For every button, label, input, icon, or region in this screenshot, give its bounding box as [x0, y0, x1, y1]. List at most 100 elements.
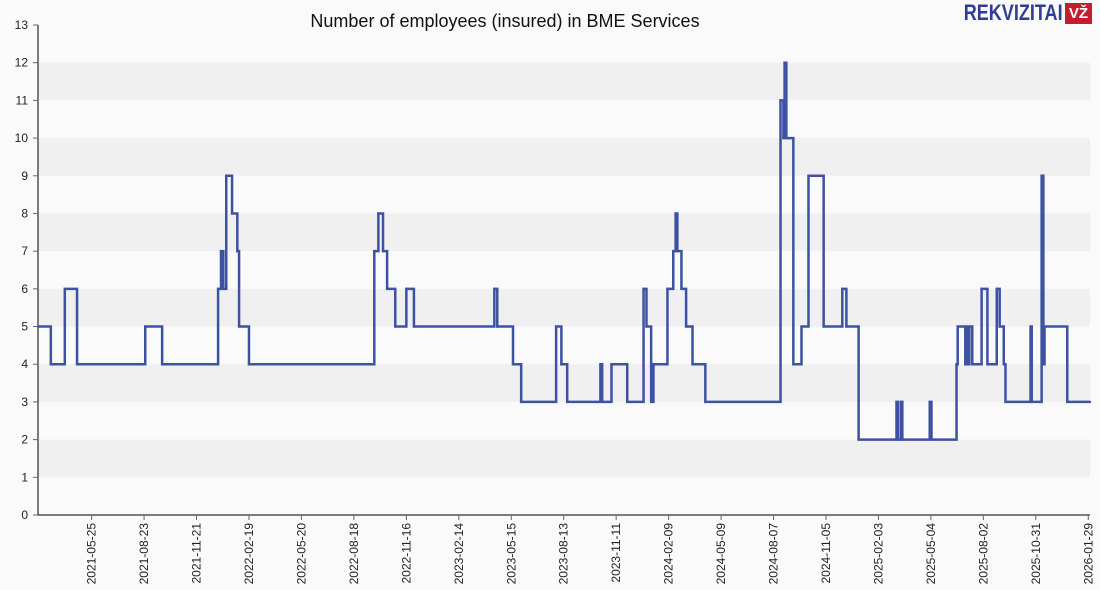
x-tick-label: 2025-08-02	[976, 523, 990, 585]
data-point	[377, 212, 380, 215]
x-tick-label: 2025-02-03	[871, 523, 885, 585]
y-tick-label: 6	[21, 282, 28, 296]
x-tick-label: 2026-01-29	[1081, 523, 1095, 585]
data-point	[394, 325, 397, 328]
x-tick-label: 2025-05-04	[924, 523, 938, 585]
y-tick-label: 10	[15, 131, 29, 145]
data-point	[560, 363, 563, 366]
x-tick-label: 2021-11-21	[190, 523, 204, 584]
data-point	[247, 363, 251, 366]
data-point	[967, 363, 970, 366]
x-tick-label: 2021-05-25	[85, 523, 99, 585]
logo-badge: VŽ	[1064, 2, 1092, 24]
plot-area	[38, 25, 1090, 515]
data-point	[684, 325, 688, 328]
data-point	[897, 438, 900, 441]
band	[38, 213, 1090, 252]
background-bands	[38, 25, 1090, 515]
data-point	[676, 249, 679, 253]
x-tick-label: 2022-08-18	[347, 523, 361, 585]
data-point	[901, 438, 904, 441]
data-point	[652, 363, 655, 366]
data-points	[36, 61, 1092, 441]
y-tick-label: 8	[21, 206, 28, 220]
data-point	[1088, 400, 1092, 404]
y-tick-label: 1	[21, 470, 28, 484]
logo[interactable]: REKVIZITAI VŽ	[942, 0, 1092, 26]
y-tick-label: 13	[15, 18, 29, 32]
x-tick-label: 2025-10-31	[1029, 523, 1043, 585]
data-point	[626, 400, 629, 404]
data-point	[160, 363, 164, 366]
data-point	[599, 363, 602, 366]
band	[38, 288, 1090, 327]
data-point	[966, 325, 969, 328]
x-tick-label: 2024-11-05	[819, 523, 833, 584]
data-point	[412, 325, 416, 328]
data-point	[144, 325, 147, 328]
x-tick-label: 2024-05-09	[714, 523, 728, 585]
data-point	[511, 363, 515, 366]
data-point	[554, 325, 558, 328]
y-tick-label: 9	[21, 169, 28, 183]
data-point	[216, 287, 220, 291]
data-point	[1030, 400, 1033, 404]
data-point	[225, 174, 228, 177]
data-point	[496, 325, 499, 328]
data-point	[385, 287, 389, 291]
logo-text: REKVIZITAI	[963, 0, 1063, 25]
x-axis: 2021-05-25 2021-08-23 2021-11-21 2022-02-19…	[38, 514, 1095, 585]
data-point	[792, 363, 795, 366]
x-tick-label: 2024-08-07	[767, 523, 781, 585]
data-point	[956, 325, 959, 328]
data-point	[968, 325, 971, 328]
y-tick-label: 4	[21, 357, 28, 371]
data-point	[75, 363, 79, 366]
data-point	[980, 287, 983, 291]
data-point	[895, 400, 898, 404]
data-point	[986, 363, 989, 366]
data-point	[955, 363, 958, 366]
x-tick-label: 2024-02-09	[662, 523, 676, 585]
chart-title: Number of employees (insured) in BME Ser…	[310, 11, 700, 31]
data-point	[610, 363, 613, 366]
data-point	[649, 400, 653, 404]
y-tick-label: 11	[16, 93, 29, 107]
data-point	[841, 287, 844, 291]
data-point	[779, 99, 782, 102]
data-point	[930, 438, 933, 441]
data-point	[63, 287, 67, 291]
y-tick-label: 12	[15, 56, 29, 70]
data-point	[782, 136, 785, 140]
data-point	[373, 249, 376, 253]
data-point	[230, 212, 234, 215]
data-point	[666, 287, 669, 291]
x-tick-label: 2023-02-14	[452, 523, 466, 585]
y-tick-label: 3	[21, 395, 28, 409]
band	[38, 364, 1090, 402]
band	[38, 138, 1090, 176]
data-point	[845, 325, 848, 328]
x-tick-label: 2023-05-15	[504, 523, 518, 585]
y-tick-label: 7	[21, 244, 28, 258]
data-point	[236, 249, 239, 253]
x-tick-label: 2022-11-16	[399, 523, 413, 584]
data-point	[566, 400, 569, 404]
data-point	[857, 438, 860, 441]
data-point	[1066, 400, 1069, 404]
data-point	[807, 174, 810, 177]
data-point	[1042, 363, 1045, 366]
data-point	[674, 212, 677, 215]
band	[38, 62, 1090, 101]
y-tick-label: 0	[21, 508, 28, 522]
data-point	[49, 363, 53, 366]
series-line	[38, 61, 1090, 441]
data-point	[704, 400, 707, 404]
data-point	[899, 400, 903, 404]
data-point	[680, 287, 683, 291]
data-point	[691, 363, 694, 366]
x-tick-label: 2023-11-11	[609, 523, 623, 583]
data-point	[381, 249, 385, 253]
data-point	[785, 136, 788, 140]
